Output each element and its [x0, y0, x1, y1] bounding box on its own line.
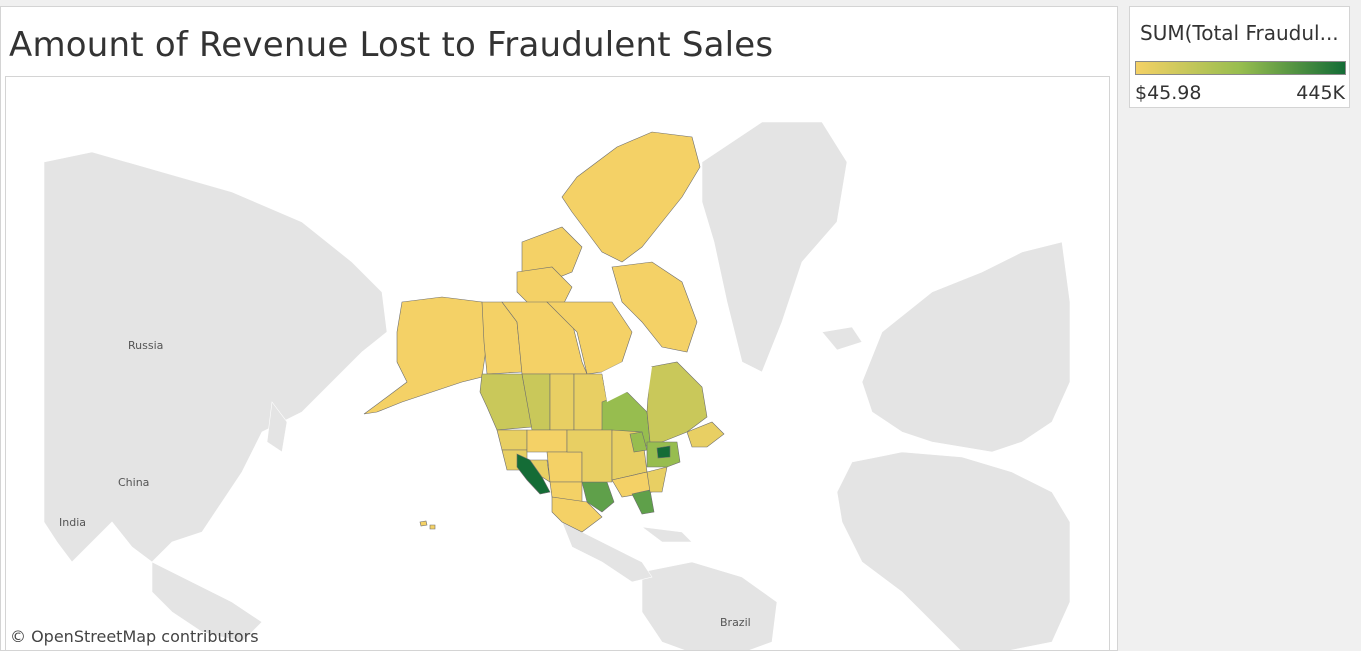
map-view[interactable]: Russia China India Brazil © OpenStreetMa…	[5, 76, 1110, 651]
region-mountain-states	[546, 451, 583, 483]
label-brazil: Brazil	[720, 616, 751, 629]
land-iceland	[821, 326, 863, 351]
land-asia-west	[43, 151, 388, 563]
region-saskatchewan	[549, 373, 575, 431]
region-florida	[631, 489, 655, 515]
map-attribution[interactable]: © OpenStreetMap contributors	[10, 627, 259, 646]
region-hawaii	[419, 520, 436, 530]
label-russia: Russia	[128, 339, 163, 352]
label-china: China	[118, 476, 149, 489]
legend-min-label: $45.98	[1135, 82, 1202, 104]
land-japan	[266, 401, 288, 453]
dashboard-panel: Amount of Revenue Lost to Fraudulent Sal…	[0, 6, 1118, 651]
background-land	[43, 121, 1071, 650]
region-new-york	[656, 445, 671, 459]
legend-title: SUM(Total Fraudul...	[1140, 21, 1339, 45]
region-southeast	[646, 466, 668, 493]
map-canvas[interactable]: Russia China India Brazil	[5, 76, 1110, 651]
region-idaho-montana	[526, 429, 568, 453]
legend-max-label: 445K	[1296, 82, 1345, 104]
color-legend: SUM(Total Fraudul... $45.98 445K	[1129, 6, 1350, 108]
land-greenland	[701, 121, 848, 373]
region-arctic-islands	[561, 131, 701, 263]
region-mexico	[551, 496, 603, 533]
legend-color-ramp	[1135, 61, 1346, 75]
dashboard-title: Amount of Revenue Lost to Fraudulent Sal…	[9, 25, 774, 65]
land-southeast-asia	[151, 561, 263, 643]
land-africa	[836, 451, 1071, 650]
region-atlantic	[686, 421, 725, 448]
land-south-america	[641, 561, 778, 650]
land-europe	[861, 241, 1071, 453]
hudson-bay	[602, 357, 652, 402]
land-central-america	[561, 521, 653, 583]
choropleth-regions[interactable]	[363, 131, 725, 533]
region-washington	[496, 429, 528, 451]
region-baffin-island	[611, 261, 698, 353]
label-india: India	[59, 516, 86, 529]
place-labels: Russia China India Brazil	[59, 339, 751, 629]
land-caribbean	[640, 526, 693, 543]
